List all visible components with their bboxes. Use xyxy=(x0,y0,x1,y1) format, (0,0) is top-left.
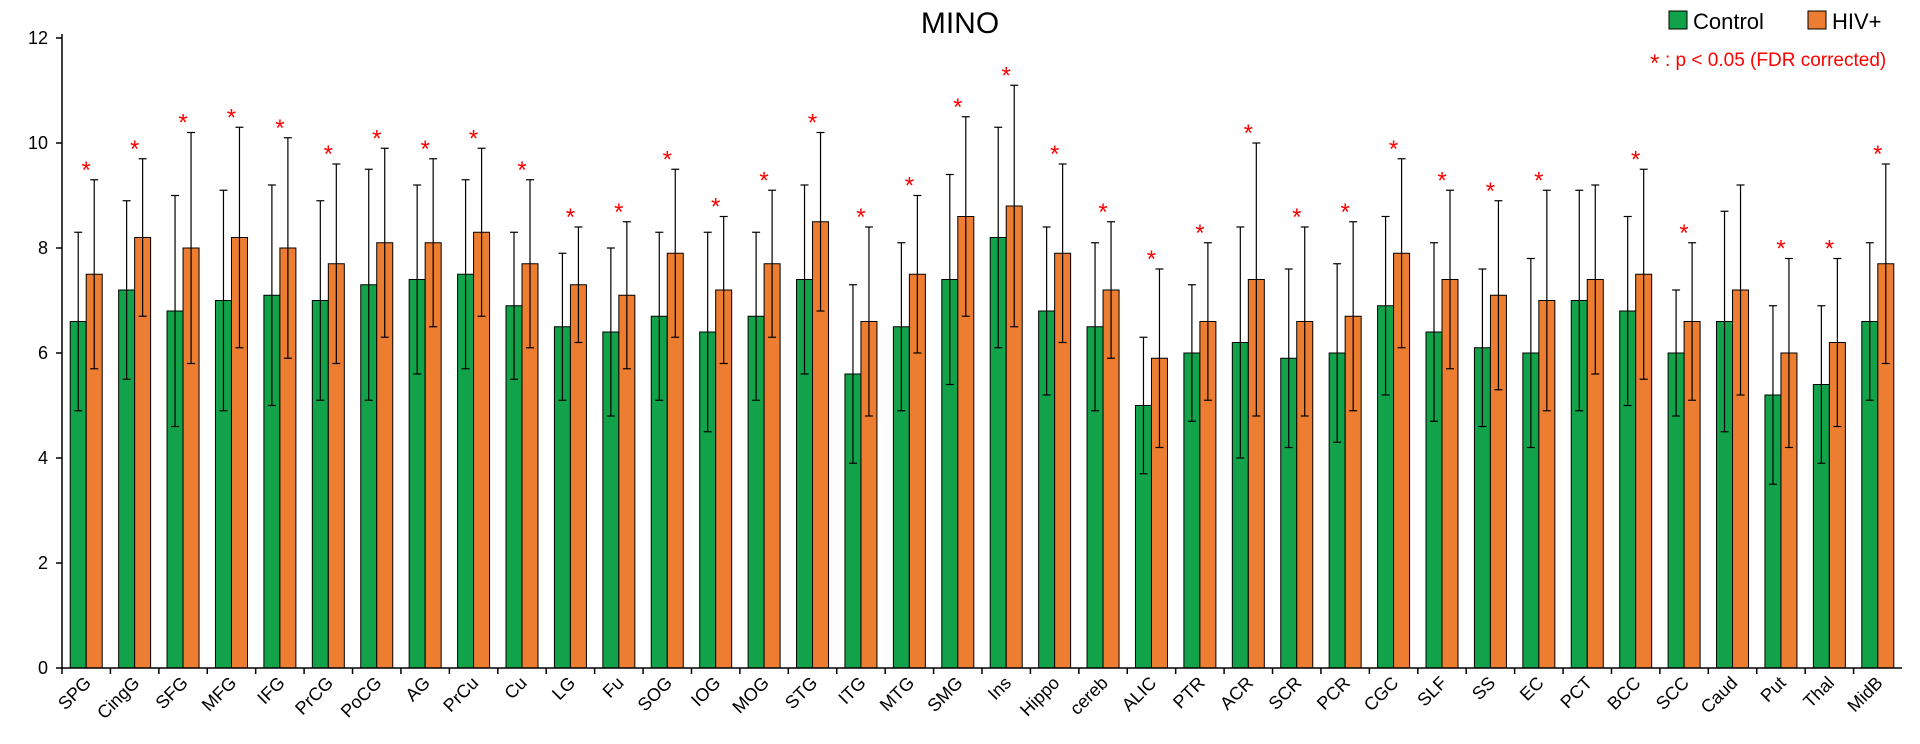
x-tick-label: IOG xyxy=(687,673,724,710)
y-tick-label: 4 xyxy=(38,448,48,468)
significance-stars-group: * * * * * * * * * * * * * * * * * * * * * * * * * * * * * * * * * * * * xyxy=(82,62,1883,273)
x-tick-label: CGC xyxy=(1360,673,1402,715)
significance-star: * xyxy=(1002,62,1011,89)
error-bars-group xyxy=(74,84,1890,485)
y-tick-label: 2 xyxy=(38,553,48,573)
significance-star: * xyxy=(469,125,478,152)
bars-group xyxy=(69,205,1895,669)
x-tick-label: Hippo xyxy=(1016,673,1063,720)
x-tick-label: EC xyxy=(1516,673,1548,705)
x-tick-label: PTR xyxy=(1169,673,1209,713)
x-tick-label: CingG xyxy=(93,673,143,723)
legend: Control HIV+ xyxy=(1668,9,1882,34)
significance-star: * xyxy=(614,199,623,226)
x-tick-label: Put xyxy=(1757,673,1790,706)
significance-star: * xyxy=(1437,167,1446,194)
x-tick-label: SFG xyxy=(152,673,192,713)
x-tick-label: PCR xyxy=(1313,673,1354,714)
significance-star: * xyxy=(1147,246,1156,273)
significance-star: * xyxy=(856,204,865,231)
significance-star: * xyxy=(905,173,914,200)
significance-star: * xyxy=(953,94,962,121)
x-tick-label: STG xyxy=(781,673,821,713)
x-tick-label: AG xyxy=(401,673,434,706)
x-tick-label: MTG xyxy=(876,673,918,715)
significance-star: * xyxy=(130,136,139,163)
x-tick-label: MOG xyxy=(728,673,773,718)
significance-star: * xyxy=(808,110,817,137)
x-tick-label: SMG xyxy=(923,673,966,716)
x-tick-label: ALIC xyxy=(1118,673,1160,715)
x-tick-label: LG xyxy=(548,673,579,704)
x-tick-label: ACR xyxy=(1216,673,1257,714)
x-tick-label: MidB xyxy=(1843,673,1886,716)
significance-star: * xyxy=(711,194,720,221)
legend-label-hiv: HIV+ xyxy=(1832,9,1882,34)
legend-swatch-control xyxy=(1668,10,1688,30)
significance-note-star: * xyxy=(1650,50,1659,77)
x-tick-label: SCR xyxy=(1265,673,1306,714)
significance-star: * xyxy=(1873,141,1882,168)
y-tick-label: 12 xyxy=(28,28,48,48)
significance-star: * xyxy=(1389,136,1398,163)
y-tick-label: 10 xyxy=(28,133,48,153)
x-tick-label: SLF xyxy=(1413,673,1450,710)
significance-star: * xyxy=(1098,199,1107,226)
x-tick-label: SPG xyxy=(54,673,95,714)
x-tick-label: BCC xyxy=(1603,673,1644,714)
y-tick-label: 8 xyxy=(38,238,48,258)
significance-star: * xyxy=(663,146,672,173)
significance-star: * xyxy=(324,141,333,168)
x-tick-label: Cu xyxy=(500,673,530,703)
significance-star: * xyxy=(1825,236,1834,263)
significance-star: * xyxy=(517,157,526,184)
x-tick-label: PrCG xyxy=(291,673,337,719)
y-tick-label: 6 xyxy=(38,343,48,363)
significance-star: * xyxy=(178,110,187,137)
significance-star: * xyxy=(1292,204,1301,231)
significance-note: * : p < 0.05 (FDR corrected) xyxy=(1650,50,1886,77)
x-tick-label: SOG xyxy=(634,673,676,715)
y-tick-label: 0 xyxy=(38,658,48,678)
x-tick-label: cereb xyxy=(1066,673,1112,719)
significance-star: * xyxy=(1534,167,1543,194)
x-tick-label: Ins xyxy=(984,673,1015,704)
x-tick-label: SS xyxy=(1468,673,1499,704)
x-tick-label: PrCu xyxy=(439,673,482,716)
significance-star: * xyxy=(1679,220,1688,247)
legend-label-control: Control xyxy=(1693,9,1764,34)
x-tick-label: MFG xyxy=(198,673,240,715)
significance-star: * xyxy=(1195,220,1204,247)
significance-star: * xyxy=(759,167,768,194)
x-tick-label: SCC xyxy=(1652,673,1693,714)
significance-star: * xyxy=(1486,178,1495,205)
x-tick-label: Fu xyxy=(599,673,628,702)
x-tick-label: PCT xyxy=(1556,673,1596,713)
significance-star: * xyxy=(1244,120,1253,147)
significance-star: * xyxy=(82,157,91,184)
x-tick-label: ITG xyxy=(834,673,869,708)
chart-title: MINO xyxy=(921,7,999,40)
significance-star: * xyxy=(1050,141,1059,168)
significance-note-text: : p < 0.05 (FDR corrected) xyxy=(1665,50,1886,71)
x-tick-label: Caud xyxy=(1697,673,1742,718)
x-tick-label: Thal xyxy=(1799,673,1838,712)
significance-star: * xyxy=(275,115,284,142)
significance-star: * xyxy=(420,136,429,163)
significance-star: * xyxy=(1776,236,1785,263)
x-tick-label: PoCG xyxy=(337,673,386,722)
significance-star: * xyxy=(227,104,236,131)
significance-star: * xyxy=(372,125,381,152)
y-axis: 0 2 4 6 8 10 12 xyxy=(28,28,63,678)
significance-star: * xyxy=(1340,199,1349,226)
legend-swatch-hiv xyxy=(1807,10,1827,30)
x-tick-label: IFG xyxy=(253,673,288,708)
significance-star: * xyxy=(1631,146,1640,173)
significance-star: * xyxy=(566,204,575,231)
